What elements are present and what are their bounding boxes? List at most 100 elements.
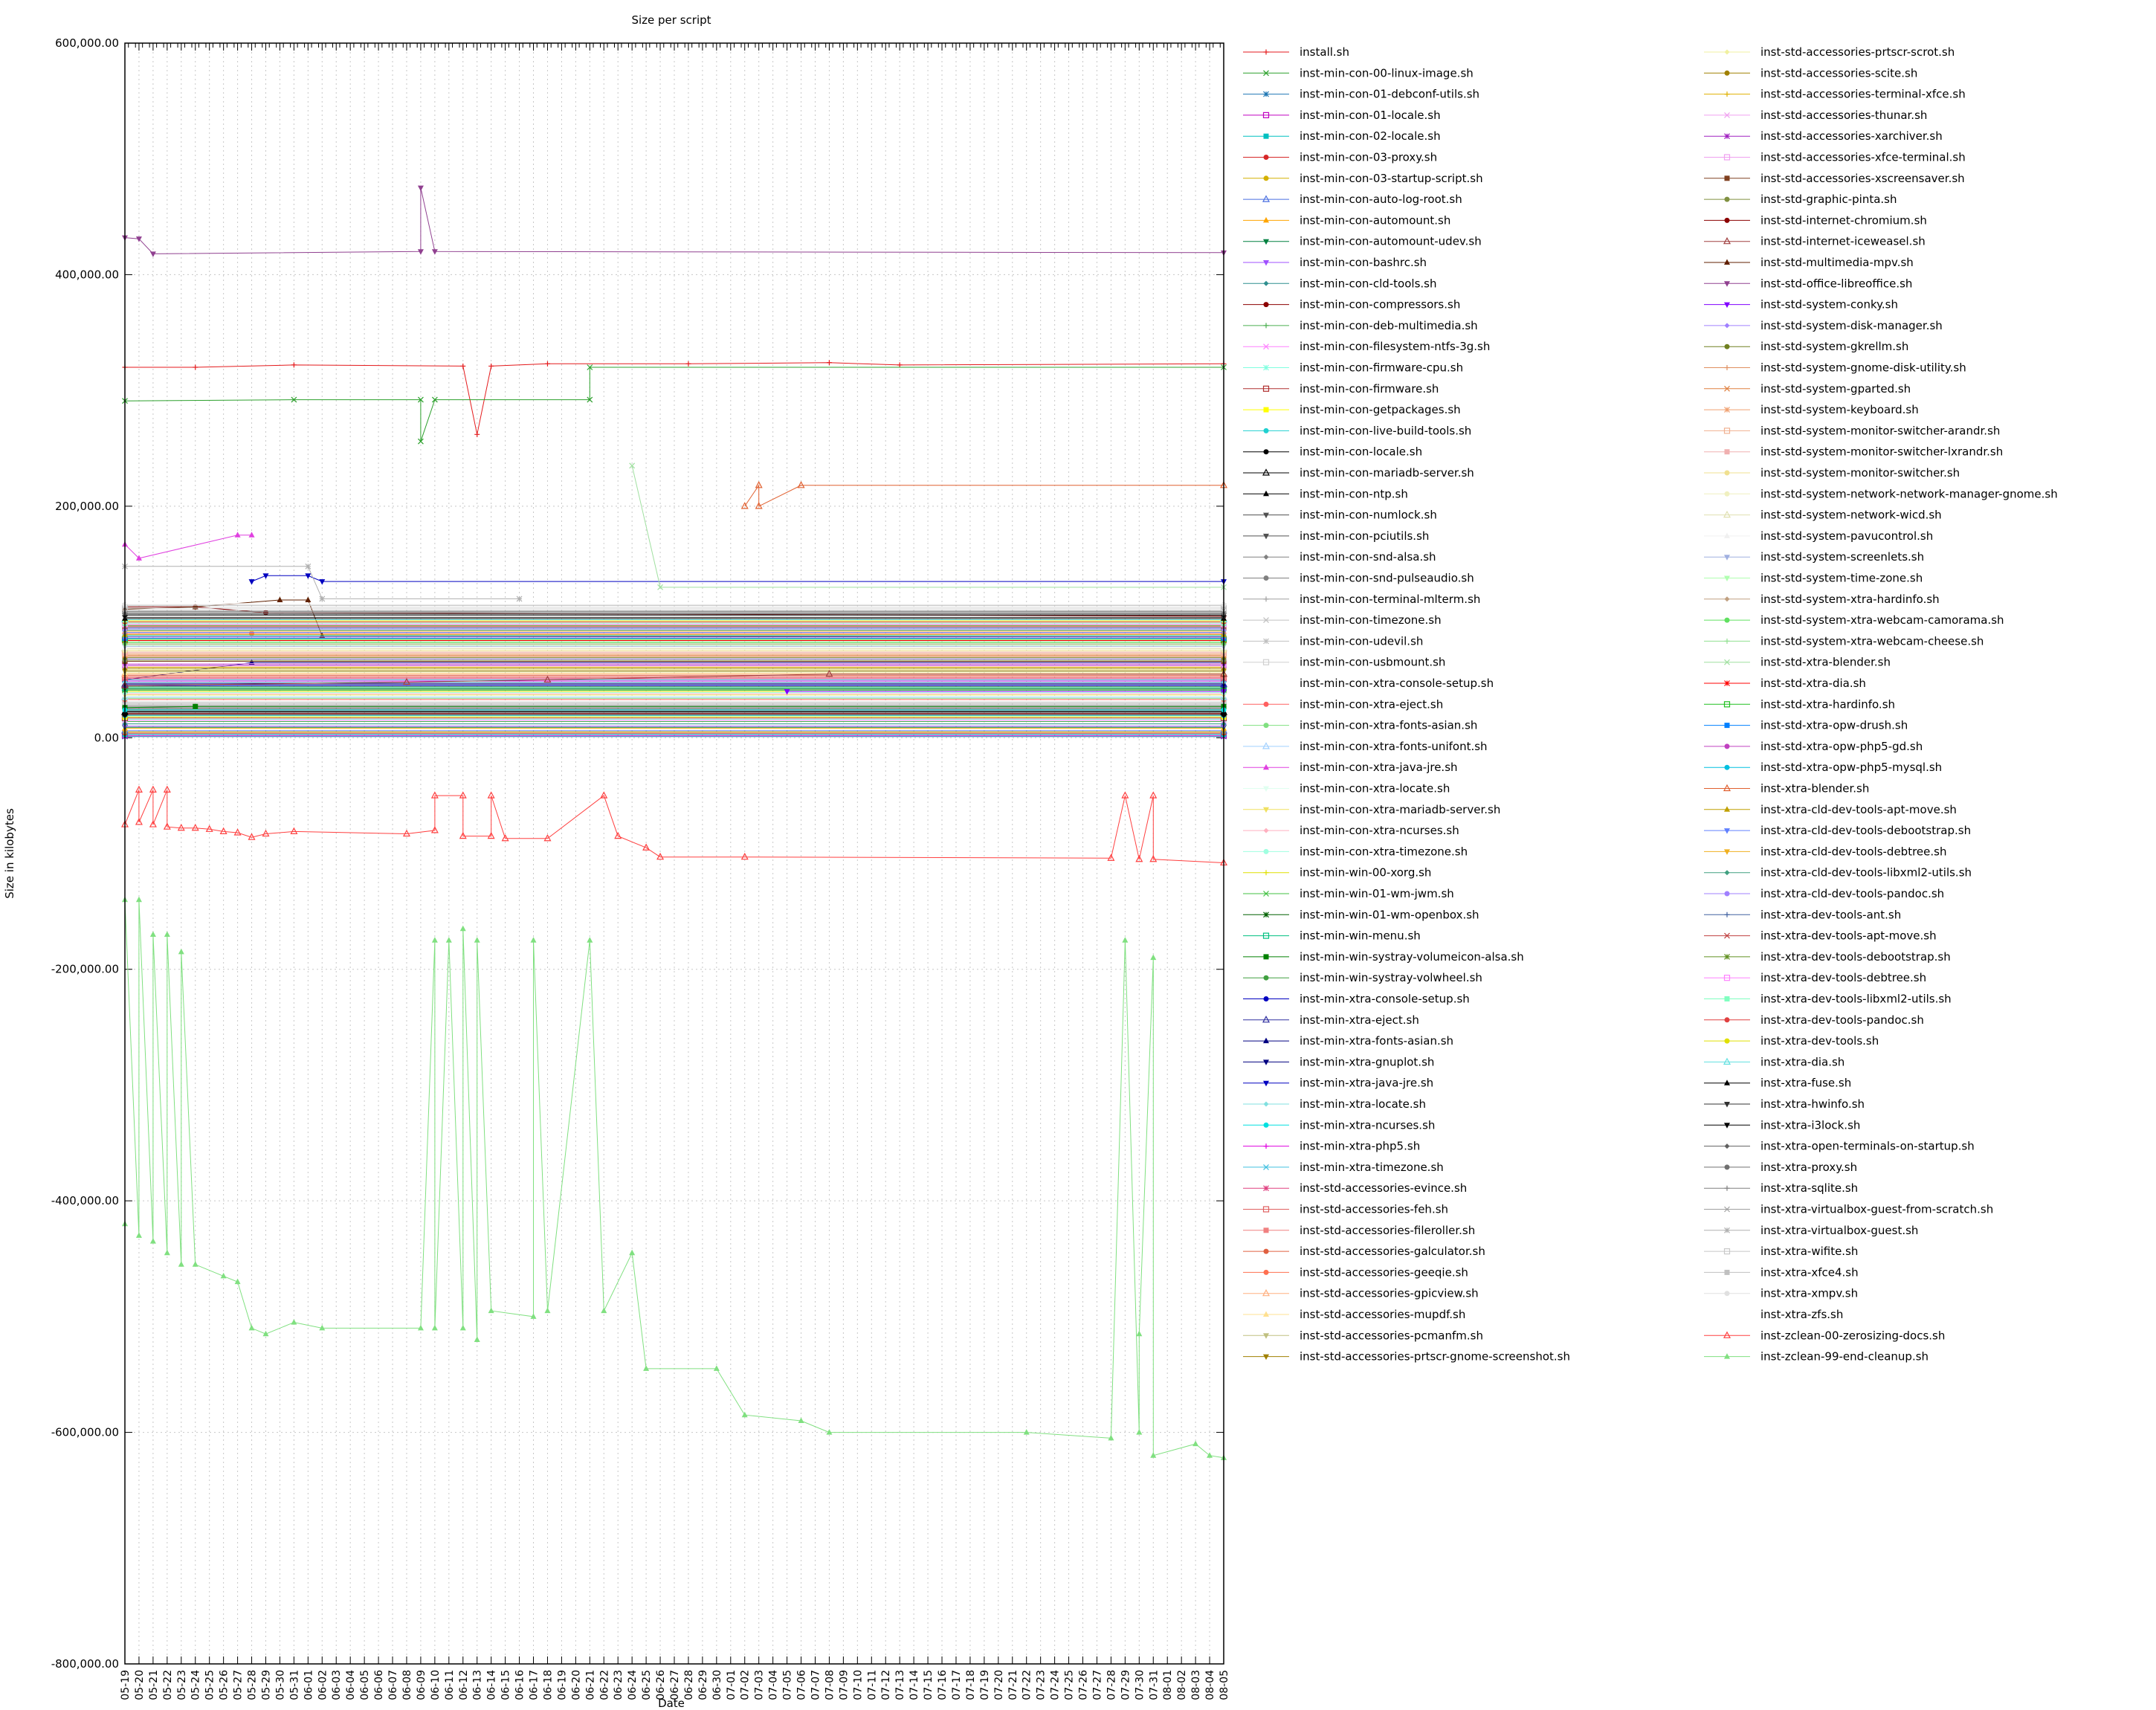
- data-point: [487, 831, 495, 839]
- legend-item: inst-std-accessories-terminal-xfce.sh: [1704, 88, 1966, 101]
- legend-item: inst-min-xtra-ncurses.sh: [1243, 1118, 1435, 1132]
- legend-swatch-marker: [1724, 407, 1730, 413]
- legend-label: inst-min-xtra-ncurses.sh: [1300, 1118, 1435, 1132]
- legend-item: inst-xtra-xmpv.sh: [1704, 1287, 1858, 1300]
- legend-item: inst-std-xtra-opw-drush.sh: [1704, 719, 1908, 732]
- legend-item: inst-min-win-01-wm-openbox.sh: [1243, 908, 1479, 921]
- legend-item: inst-min-con-usbmount.sh: [1243, 656, 1445, 669]
- legend-item: inst-std-system-gkrellm.sh: [1704, 340, 1908, 353]
- legend-swatch-marker: [1723, 236, 1731, 245]
- legend-label: inst-xtra-dev-tools-debootstrap.sh: [1760, 950, 1951, 964]
- legend-swatch-marker: [1724, 891, 1730, 897]
- x-tick-label: 06-14: [486, 1670, 498, 1700]
- legend-item: inst-min-con-cld-tools.sh: [1243, 277, 1436, 290]
- legend-swatch-marker: [1263, 428, 1269, 433]
- data-point: [319, 596, 326, 602]
- legend-item: inst-std-system-network-network-manager-…: [1704, 487, 2058, 500]
- legend-swatch-marker: [1724, 575, 1730, 581]
- data-point: [487, 791, 495, 798]
- legend-swatch-marker: [1724, 281, 1730, 287]
- legend-swatch-marker: [1263, 891, 1269, 897]
- legend-item: inst-min-con-00-linux-image.sh: [1243, 66, 1474, 80]
- legend-label: inst-xtra-dev-tools.sh: [1760, 1034, 1879, 1048]
- legend-label: inst-xtra-open-terminals-on-startup.sh: [1760, 1140, 1975, 1153]
- x-tick-label: 07-12: [880, 1670, 892, 1700]
- legend-label: inst-xtra-cld-dev-tools-libxml2-utils.sh: [1760, 866, 1972, 880]
- legend-label: inst-std-internet-iceweasel.sh: [1760, 235, 1926, 248]
- legend-swatch-marker: [1724, 532, 1730, 538]
- legend-item: inst-std-accessories-xarchiver.sh: [1704, 129, 1943, 143]
- x-tick-label: 08-05: [1219, 1670, 1230, 1700]
- legend-label: inst-min-xtra-gnuplot.sh: [1300, 1055, 1434, 1068]
- x-tick-label: 06-05: [359, 1670, 371, 1700]
- legend-item: inst-min-con-getpackages.sh: [1243, 403, 1461, 416]
- x-tick-label: 06-30: [711, 1670, 723, 1700]
- legend-item: inst-std-system-monitor-switcher.sh: [1704, 466, 1960, 480]
- y-tick-label: -800,000.00: [51, 1657, 119, 1671]
- legend-label: inst-min-xtra-timezone.sh: [1300, 1161, 1444, 1174]
- legend-label: inst-min-con-mariadb-server.sh: [1300, 466, 1474, 480]
- legend-swatch-marker: [1724, 470, 1730, 476]
- legend-swatch-marker: [1724, 217, 1730, 223]
- data-point: [248, 579, 255, 585]
- data-point: [305, 563, 312, 570]
- series-line: [124, 790, 1224, 863]
- data-point: [262, 1330, 269, 1337]
- legend-swatch-marker: [1263, 1185, 1269, 1192]
- legend-item: inst-xtra-sqlite.sh: [1704, 1181, 1858, 1195]
- x-tick-label: 07-09: [838, 1670, 850, 1700]
- legend-swatch-marker: [1263, 1333, 1269, 1339]
- data-point: [685, 361, 691, 367]
- data-point: [1136, 1330, 1143, 1337]
- legend-item: inst-min-con-xtra-timezone.sh: [1243, 845, 1468, 858]
- x-tick-label: 07-25: [1064, 1670, 1076, 1700]
- legend-label: inst-min-con-numlock.sh: [1300, 509, 1437, 522]
- legend-swatch-marker: [1263, 323, 1269, 329]
- legend-label: inst-min-con-xtra-java-jre.sh: [1300, 761, 1458, 774]
- legend-item: inst-min-con-ntp.sh: [1243, 487, 1408, 500]
- legend-item: inst-min-con-firmware.sh: [1243, 382, 1439, 396]
- legend-swatch-marker: [1263, 260, 1269, 266]
- legend-item: inst-std-xtra-blender.sh: [1704, 656, 1891, 669]
- x-tick-label: 06-17: [529, 1670, 540, 1700]
- legend-label: inst-xtra-sqlite.sh: [1760, 1181, 1858, 1195]
- legend-label: inst-std-system-monitor-switcher-arandr.…: [1760, 424, 2000, 437]
- legend-swatch-marker: [1263, 596, 1269, 602]
- series-line: [124, 367, 1224, 442]
- data-point: [248, 833, 256, 840]
- x-tick-label: 07-10: [852, 1670, 864, 1700]
- legend-item: inst-std-system-conky.sh: [1704, 298, 1898, 312]
- data-point: [1121, 791, 1129, 798]
- x-tick-label: 06-15: [500, 1670, 512, 1700]
- data-point: [234, 532, 241, 538]
- data-point: [417, 249, 424, 255]
- legend-item: inst-xtra-virtualbox-guest.sh: [1704, 1224, 1918, 1237]
- data-point: [177, 823, 185, 831]
- legend-label: inst-std-system-xtra-webcam-cheese.sh: [1760, 634, 1984, 648]
- legend-swatch-marker: [1263, 827, 1269, 833]
- legend-swatch-marker: [1724, 806, 1730, 812]
- legend-item: inst-std-accessories-prtscr-scrot.sh: [1704, 45, 1955, 59]
- legend-item: inst-min-con-xtra-fonts-unifont.sh: [1243, 740, 1488, 753]
- series-124: [121, 785, 1227, 866]
- data-point: [319, 579, 326, 585]
- series-line: [744, 484, 1224, 507]
- legend-swatch-marker: [1263, 764, 1269, 770]
- x-tick-label: 07-03: [754, 1670, 766, 1700]
- x-tick-label: 07-18: [965, 1670, 977, 1700]
- data-point: [305, 596, 312, 602]
- legend-item: inst-min-win-00-xorg.sh: [1243, 866, 1431, 880]
- legend-label: inst-std-accessories-feh.sh: [1300, 1203, 1448, 1216]
- legend-label: inst-xtra-dev-tools-libxml2-utils.sh: [1760, 993, 1952, 1006]
- x-tick-label: 08-04: [1204, 1670, 1216, 1700]
- legend-label: inst-min-con-auto-log-root.sh: [1300, 193, 1462, 206]
- legend-swatch-marker: [1724, 617, 1730, 623]
- data-point: [219, 827, 227, 835]
- legend-swatch-marker: [1724, 365, 1730, 370]
- legend-label: inst-std-multimedia-mpv.sh: [1760, 256, 1914, 269]
- x-tick-label: 08-03: [1190, 1670, 1202, 1700]
- data-point: [1207, 1452, 1213, 1458]
- data-point: [291, 396, 297, 403]
- data-point: [755, 502, 763, 509]
- data-point: [149, 251, 156, 257]
